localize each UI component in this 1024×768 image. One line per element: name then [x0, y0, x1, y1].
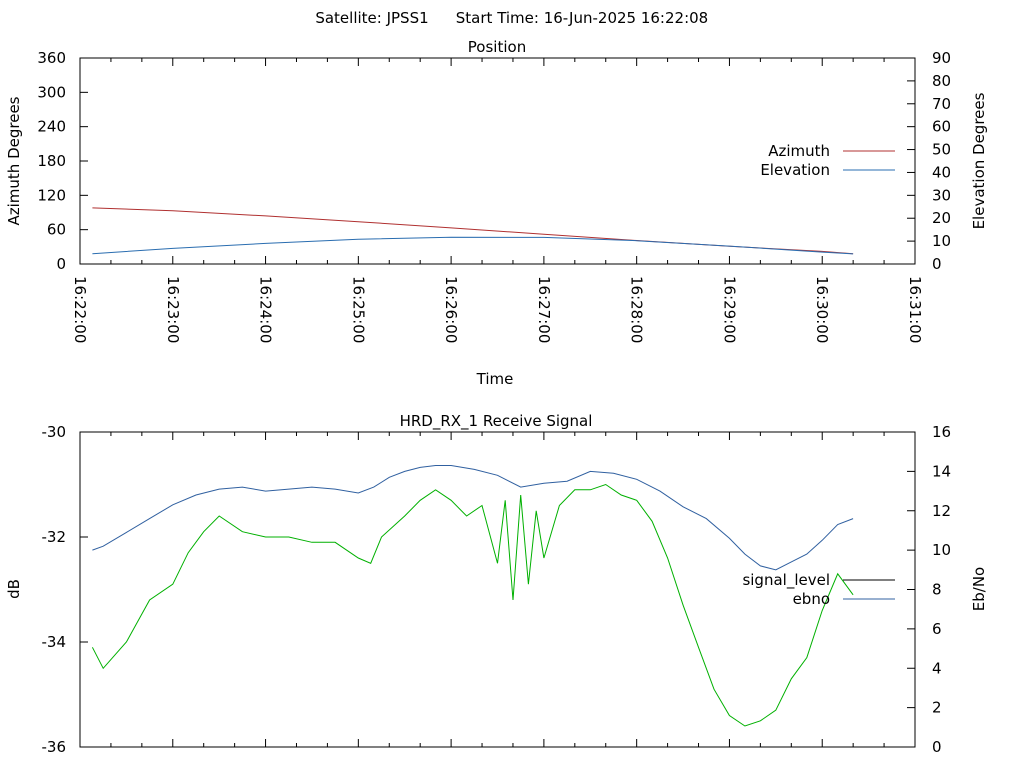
position-x-tick-label: 16:24:00 — [257, 276, 275, 343]
signal-plot-frame — [79, 431, 916, 748]
position-chart-title: Position — [468, 38, 526, 56]
position-x-tick-label: 16:26:00 — [442, 276, 460, 343]
position-y-tick-label: 0 — [56, 255, 66, 273]
position-x-tick-label: 16:23:00 — [164, 276, 182, 343]
signal-y2-axis-label: Eb/No — [970, 567, 988, 611]
position-x-tick-label: 16:30:00 — [813, 276, 831, 343]
signal-series-signal-level — [91, 483, 854, 727]
position-y2-tick-label: 70 — [932, 95, 951, 113]
signal-y2-tick-label: 4 — [932, 659, 942, 677]
position-y2-tick-label: 0 — [932, 255, 942, 273]
legend-label-signal-level: signal_level — [742, 571, 830, 590]
position-y-tick-label: 300 — [37, 83, 66, 101]
legend-label-azimuth: Azimuth — [768, 142, 830, 160]
signal-y-tick-label: -36 — [42, 738, 67, 756]
position-x-tick-label: 16:25:00 — [349, 276, 367, 343]
position-x-tick-label: 16:27:00 — [535, 276, 553, 343]
signal-y2-tick-label: 10 — [932, 541, 951, 559]
signal-legend: signal_level ebno — [742, 571, 895, 608]
position-x-axis-label: Time — [476, 370, 514, 388]
signal-y2-tick-label: 2 — [932, 699, 942, 717]
start-time-label: Start Time: 16-Jun-2025 16:22:08 — [456, 9, 708, 27]
signal-y2-tick-label: 0 — [932, 738, 942, 756]
satellite-label: Satellite: JPSS1 — [315, 9, 428, 27]
receive-signal-chart: HRD_RX_1 Receive Signal -36 -34 -32 -30 0 2 4 6… — [5, 412, 988, 756]
legend-label-ebno: ebno — [793, 590, 830, 608]
position-y-tick-label: 180 — [37, 152, 66, 170]
position-x-tick-label: 16:28:00 — [628, 276, 646, 343]
signal-y2-tick-label: 12 — [932, 502, 951, 520]
position-y2-tick-label: 30 — [932, 186, 951, 204]
position-series-elevation — [92, 236, 854, 255]
position-x-tick-label: 16:31:00 — [906, 276, 924, 343]
signal-y2-tick-label: 8 — [932, 581, 942, 599]
receive-signal-chart-title: HRD_RX_1 Receive Signal — [400, 412, 593, 431]
position-y2-tick-label: 50 — [932, 141, 951, 159]
position-y-axis-label: Azimuth Degrees — [5, 96, 23, 225]
signal-y2-tick-label: 16 — [932, 423, 951, 441]
signal-y2-tick-label: 6 — [932, 620, 942, 638]
position-y2-tick-label: 20 — [932, 209, 951, 227]
position-y-tick-label: 60 — [47, 221, 66, 239]
signal-y-axis-label: dB — [5, 579, 23, 599]
signal-y2-tick-label: 14 — [932, 462, 951, 480]
position-chart: Position 16:22:00 16:23:00 16:24:00 16:25:0… — [5, 38, 988, 388]
position-legend: Azimuth Elevation — [760, 142, 895, 179]
signal-y-tick-label: -30 — [42, 423, 67, 441]
position-x-tick-label: 16:29:00 — [720, 276, 738, 343]
position-y-tick-label: 240 — [37, 118, 66, 136]
position-x-tick-label: 16:22:00 — [71, 276, 89, 343]
legend-label-elevation: Elevation — [760, 161, 830, 179]
position-y2-tick-label: 10 — [932, 232, 951, 250]
position-y2-tick-label: 60 — [932, 118, 951, 136]
signal-series-ebno — [92, 465, 854, 571]
position-y2-axis-label: Elevation Degrees — [970, 92, 988, 229]
position-y2-tick-label: 80 — [932, 72, 951, 90]
position-y2-tick-label: 90 — [932, 49, 951, 67]
position-y2-tick-label: 40 — [932, 163, 951, 181]
signal-y-tick-label: -34 — [42, 633, 67, 651]
signal-y-tick-label: -32 — [42, 528, 67, 546]
position-y-tick-label: 360 — [37, 49, 66, 67]
position-y-tick-label: 120 — [37, 186, 66, 204]
